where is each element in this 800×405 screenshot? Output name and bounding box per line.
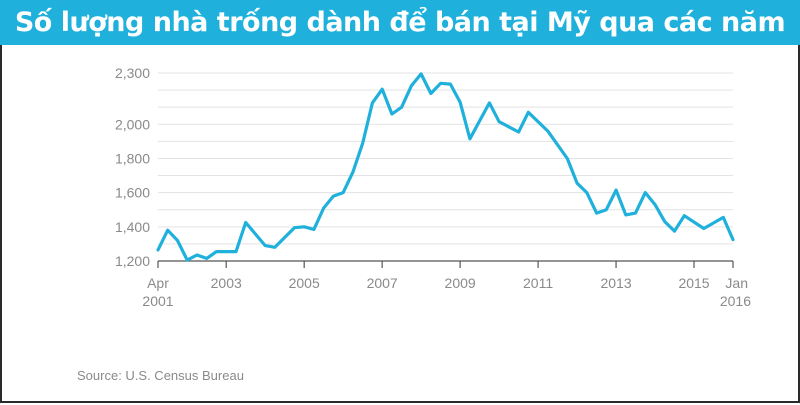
series-line: [156, 72, 735, 262]
x-tick-label: 2013: [600, 275, 631, 291]
x-tick-label: 2011: [523, 275, 553, 291]
chart-title: Số lượng nhà trống dành để bán tại Mỹ qu…: [14, 7, 786, 38]
x-tick-label: Apr: [147, 275, 169, 291]
chart-title-bar: Số lượng nhà trống dành để bán tại Mỹ qu…: [0, 0, 800, 45]
x-tick-label: 2007: [367, 275, 398, 291]
y-tick-label: 2,000: [115, 116, 150, 132]
x-tick-label: 2005: [289, 275, 320, 291]
y-tick-label: 1,600: [115, 185, 150, 201]
y-tick-label: 1,400: [115, 219, 150, 235]
x-axis: Apr 2001 2003 2005 2007 2009 2011 2013 2015 Jan 20…: [142, 260, 751, 309]
x-tick-label: 2003: [211, 275, 242, 291]
gridlines: [158, 72, 733, 245]
x-tick-label: Jan: [725, 275, 748, 291]
y-tick-label: 2,300: [115, 65, 150, 81]
y-axis-labels: 1,200 1,400 1,600 1,800 2,000 2,300: [115, 65, 150, 269]
source-note: Source: U.S. Census Bureau: [77, 368, 244, 383]
y-tick-label: 1,800: [115, 150, 150, 166]
x-tick-label: 2016: [720, 293, 751, 309]
x-tick-label: 2015: [678, 275, 709, 291]
x-tick-label: 2001: [142, 293, 173, 309]
y-tick-label: 1,200: [115, 253, 150, 269]
x-tick-label: 2009: [445, 275, 476, 291]
data-line: [156, 72, 735, 262]
